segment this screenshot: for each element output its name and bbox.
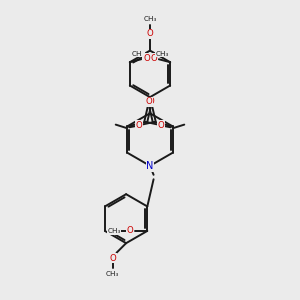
Text: CH₃: CH₃	[131, 51, 145, 57]
Text: O: O	[143, 53, 150, 62]
Text: CH₃: CH₃	[143, 16, 157, 22]
Text: O: O	[158, 121, 165, 130]
Text: O: O	[147, 98, 154, 106]
Text: O: O	[150, 53, 157, 62]
Text: CH₃: CH₃	[106, 271, 119, 277]
Text: N: N	[146, 161, 154, 171]
Text: O: O	[147, 29, 153, 38]
Text: O: O	[146, 98, 153, 106]
Text: O: O	[127, 226, 134, 236]
Text: CH₃: CH₃	[107, 228, 121, 234]
Text: O: O	[135, 121, 142, 130]
Text: CH₃: CH₃	[155, 51, 169, 57]
Text: O: O	[109, 254, 116, 262]
